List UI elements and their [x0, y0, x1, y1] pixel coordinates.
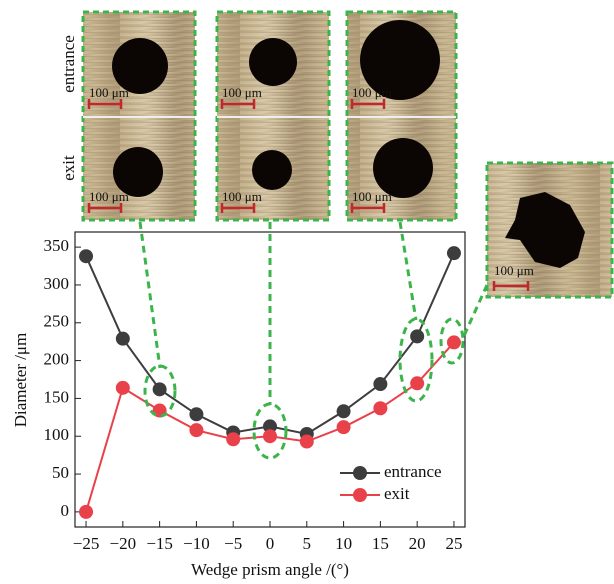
y-tick-label: 200: [44, 349, 70, 368]
legend-item: entrance: [340, 462, 442, 481]
scale-label: 100 μm: [89, 85, 129, 100]
plot: 0 50 100 150 200 250 300 350 −25 −20 −15 −10 −5 0 5 10 1…: [44, 232, 466, 553]
data-point: [79, 505, 93, 519]
legend-label: exit: [384, 484, 410, 503]
scale-label: 100 μm: [352, 189, 392, 204]
legend-marker: [353, 488, 367, 502]
insets: entrance exit 100 μm 100 μm 100 μm 100 μ…: [59, 12, 612, 297]
data-point: [410, 376, 424, 390]
row-label: entrance: [59, 35, 78, 93]
x-tick-label: −10: [183, 534, 210, 553]
data-point: [116, 332, 130, 346]
data-point: [337, 420, 351, 434]
x-tick-label: 10: [335, 534, 352, 553]
data-point: [410, 329, 424, 343]
data-point: [79, 249, 93, 263]
figure: entrance exit 100 μm 100 μm 100 μm 100 μ…: [0, 0, 614, 584]
data-point: [226, 432, 240, 446]
y-tick-label: 350: [44, 236, 70, 255]
y-tick-label: 250: [44, 312, 70, 331]
y-axis-label: Diameter /μm: [11, 333, 30, 428]
x-tick-label: −25: [73, 534, 100, 553]
callouts: [140, 222, 487, 458]
row-label: exit: [59, 155, 78, 181]
y-tick-label: 150: [44, 387, 70, 406]
legend-marker: [353, 466, 367, 480]
x-tick-label: 20: [409, 534, 426, 553]
data-point: [373, 401, 387, 415]
scale-label: 100 μm: [89, 189, 129, 204]
x-tick-label: −15: [146, 534, 173, 553]
data-point: [447, 335, 461, 349]
data-point: [447, 246, 461, 260]
x-tick-label: 0: [266, 534, 275, 553]
x-tick-label: 25: [445, 534, 462, 553]
data-point: [189, 423, 203, 437]
data-point: [300, 435, 314, 449]
y-tick-label: 100: [44, 425, 70, 444]
legend-label: entrance: [384, 462, 442, 481]
x-tick-label: −20: [110, 534, 137, 553]
data-point: [116, 381, 130, 395]
x-tick-label: −5: [224, 534, 242, 553]
x-axis-label: Wedge prism angle /(°): [191, 560, 349, 579]
scale-label: 100 μm: [494, 263, 534, 278]
y-tick-label: 300: [44, 274, 70, 293]
data-point: [263, 429, 277, 443]
data-point: [153, 382, 167, 396]
y-tick-label: 50: [52, 463, 69, 482]
scale-label: 100 μm: [222, 189, 262, 204]
scale-label: 100 μm: [352, 85, 392, 100]
x-tick-label: 5: [303, 534, 312, 553]
data-point: [189, 407, 203, 421]
scale-label: 100 μm: [222, 85, 262, 100]
legend-item: exit: [340, 484, 410, 503]
y-tick-label: 0: [61, 501, 70, 520]
data-point: [337, 404, 351, 418]
data-point: [373, 377, 387, 391]
x-tick-label: 15: [372, 534, 389, 553]
